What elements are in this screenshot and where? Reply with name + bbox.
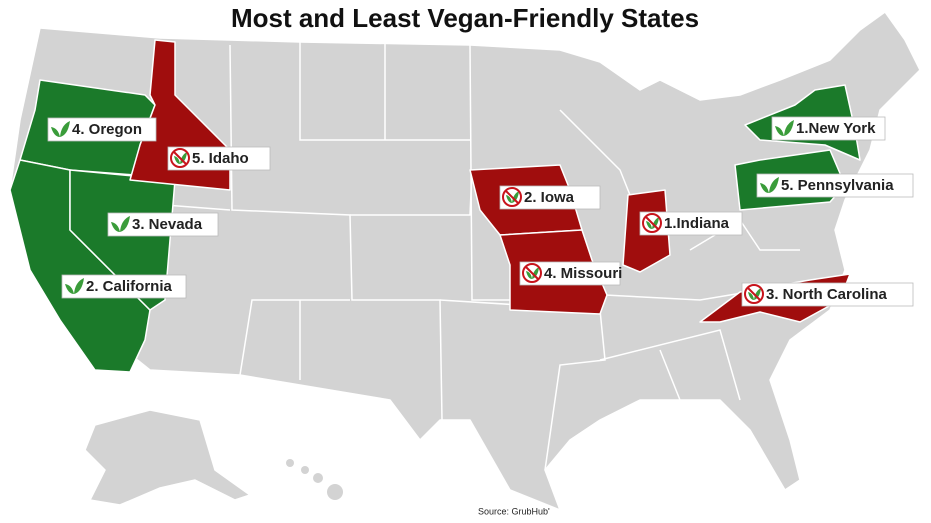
state-label: 4. Oregon [47,117,157,142]
label-box [61,274,187,299]
leaf-icon [775,126,784,136]
label-box [741,282,914,307]
labels: 4. Oregon 5. Idaho 3. Nevada 2. California 2… [47,116,914,307]
no-icon-slash [504,189,520,205]
label-text: 2. Iowa [524,189,575,206]
label-text: 4. Missouri [544,265,622,282]
no-icon-slash [644,215,660,231]
no-icon [522,263,542,283]
label-box [756,173,914,198]
alaska [84,409,251,506]
us-lower-48 [9,11,921,511]
leaf-icon [74,278,84,294]
leaf-icon [769,177,779,193]
label-box [167,146,271,171]
label-text: 5. Idaho [192,150,249,167]
state-label: 4. Missouri [519,261,622,286]
label-text: 4. Oregon [72,121,142,138]
state-label: 5. Idaho [167,146,271,171]
leaf-icon [784,120,794,136]
no-icon [170,148,190,168]
leaf-icon [65,284,74,294]
base-map [9,11,921,511]
label-text: 5. Pennsylvania [781,177,894,194]
title: Most and Least Vegan-Friendly States [231,3,699,33]
state-label: 3. Nevada [107,212,219,237]
no-icon-slash [746,286,762,302]
label-text: 2. California [86,278,173,295]
leaf-icon [51,127,60,137]
no-icon [744,284,764,304]
label-text: 1.Indiana [664,215,730,232]
no-icon-slash [524,265,540,281]
no-icon-slash [172,150,188,166]
label-text: 3. North Carolina [766,286,888,303]
label-box [499,185,601,210]
leaf-icon [111,222,120,232]
label-box [771,116,886,141]
state-label: 5. Pennsylvania [756,173,914,198]
no-icon [642,213,662,233]
no-icon [502,187,522,207]
leaf-icon [120,216,130,232]
state-label: 1.New York [771,116,886,141]
leaf-icon [760,183,769,193]
label-box [639,211,743,236]
leaf-icon [60,121,70,137]
label-box [47,117,157,142]
hawaii [286,459,343,500]
state-label: 2. Iowa [499,185,601,210]
label-box [519,261,621,286]
label-text: 1.New York [796,120,876,137]
state-label: 2. California [61,274,187,299]
state-label: 3. North Carolina [741,282,914,307]
label-box [107,212,219,237]
state-label: 1.Indiana [639,211,743,236]
source: Source: GrubHub' [478,506,550,516]
label-text: 3. Nevada [132,216,203,233]
